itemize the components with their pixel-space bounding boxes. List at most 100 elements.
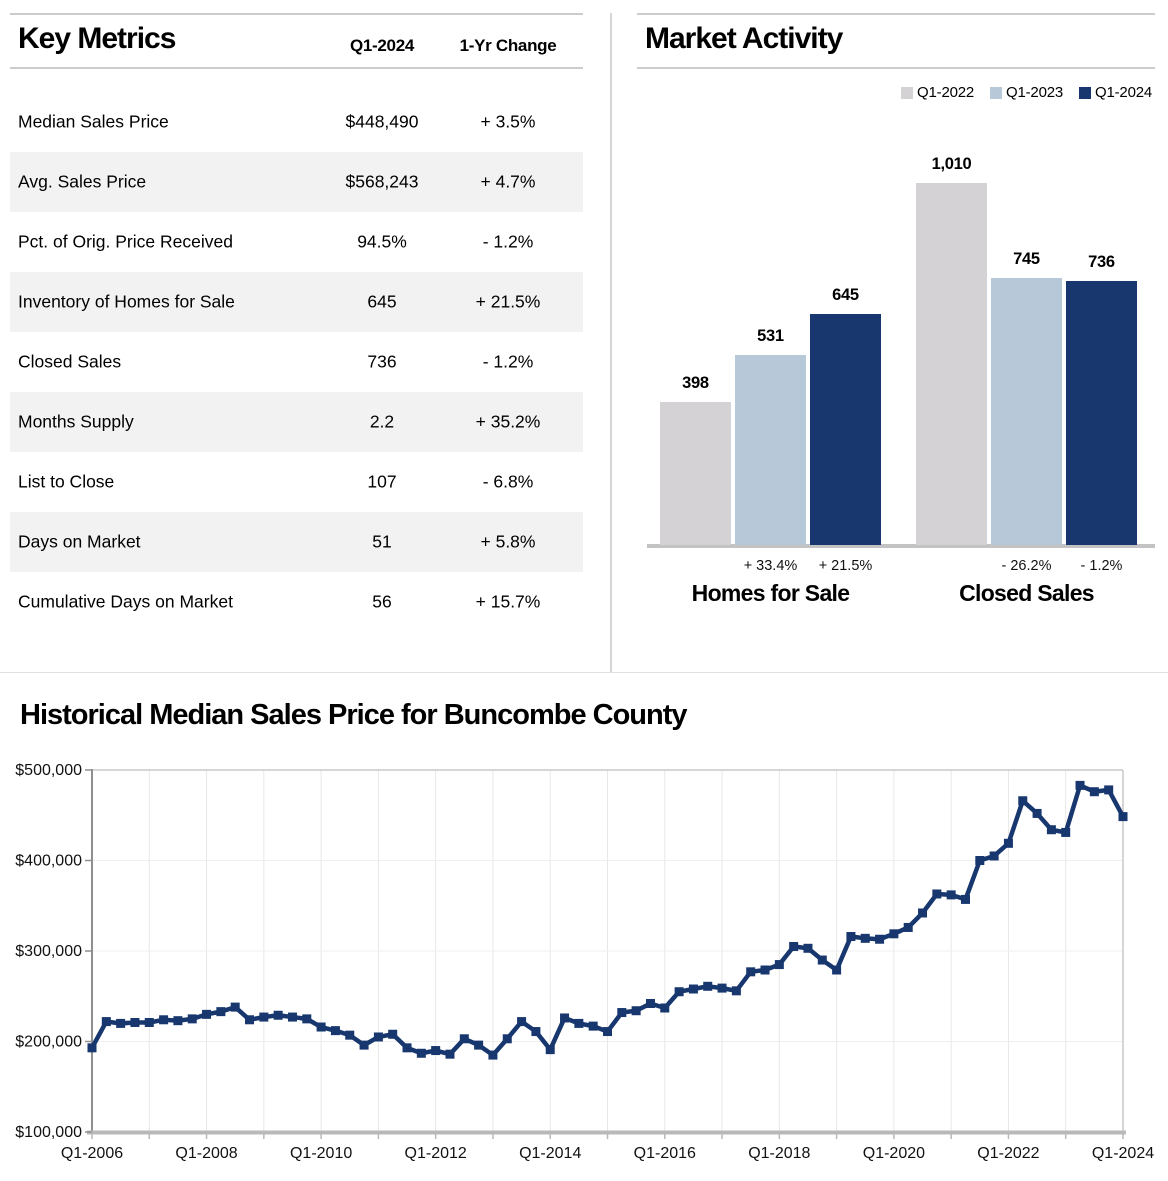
metrics-table: Median Sales Price $448,490 + 3.5% Avg. Sal…	[10, 92, 583, 632]
metric-value: 51	[372, 531, 392, 552]
metric-value: 107	[367, 471, 397, 492]
column-header-period: Q1-2024	[349, 36, 415, 55]
y-axis-label: $200,000	[15, 1034, 82, 1051]
data-point-marker	[903, 922, 913, 932]
vertical-divider	[610, 13, 612, 672]
metric-label: List to Close	[18, 471, 115, 492]
data-point-marker	[960, 894, 970, 904]
data-point-marker	[631, 1006, 641, 1016]
y-axis-label: $300,000	[15, 943, 82, 960]
data-point-marker	[574, 1018, 584, 1028]
metric-label: Avg. Sales Price	[18, 171, 147, 192]
table-row: List to Close 107 - 6.8%	[10, 452, 583, 512]
metric-value: 645	[367, 291, 397, 312]
metric-value: 2.2	[369, 411, 395, 432]
bar-value-label: 398	[682, 374, 709, 392]
data-point-marker	[316, 1022, 326, 1032]
data-point-marker	[545, 1045, 555, 1055]
data-point-marker	[502, 1034, 512, 1044]
metric-label: Pct. of Orig. Price Received	[18, 231, 233, 252]
data-point-marker	[144, 1017, 154, 1027]
metric-change: + 15.7%	[475, 591, 541, 612]
metric-label: Days on Market	[18, 531, 141, 552]
data-point-marker	[116, 1018, 126, 1028]
market-activity-title: Market Activity	[645, 22, 843, 55]
data-point-marker	[946, 890, 956, 900]
data-point-marker	[731, 986, 741, 996]
legend-label: Q1-2022	[917, 84, 975, 101]
bar-change-label: + 21.5%	[818, 558, 873, 574]
data-point-marker	[245, 1015, 255, 1025]
data-point-marker	[989, 851, 999, 861]
data-point-marker	[975, 856, 985, 865]
legend-swatch	[1079, 86, 1092, 99]
data-point-marker	[488, 1050, 498, 1060]
data-point-marker	[1089, 787, 1099, 797]
category-label: Closed Sales	[959, 580, 1094, 606]
y-axis-label: $500,000	[15, 762, 82, 779]
data-point-marker	[459, 1034, 469, 1044]
table-row: Inventory of Homes for Sale 645 + 21.5%	[10, 272, 583, 332]
data-point-marker	[846, 932, 856, 942]
bar-value-label: 645	[832, 286, 859, 304]
x-axis-label: Q1-2006	[61, 1145, 123, 1162]
x-axis-label: Q1-2018	[748, 1145, 810, 1162]
metric-value: $448,490	[345, 111, 419, 132]
legend-swatch	[990, 86, 1003, 99]
bar-q1-2022	[660, 402, 731, 545]
metric-label: Months Supply	[18, 411, 134, 432]
data-point-marker	[1061, 827, 1071, 837]
data-point-marker	[1075, 780, 1085, 790]
y-axis-label: $400,000	[15, 853, 82, 870]
data-point-marker	[560, 1013, 570, 1023]
data-point-marker	[603, 1027, 612, 1037]
key-metrics-panel: Key Metrics Q1-2024 1-Yr Change Median S…	[10, 0, 583, 672]
data-point-marker	[1003, 838, 1013, 848]
bar-chart-axis	[647, 544, 1155, 548]
divider	[10, 67, 583, 69]
table-row: Months Supply 2.2 + 35.2%	[10, 392, 583, 452]
data-point-marker	[875, 934, 885, 944]
data-point-marker	[87, 1043, 97, 1053]
data-point-marker	[302, 1014, 312, 1024]
historical-chart-section: Historical Median Sales Price for Buncom…	[0, 673, 1168, 1181]
data-point-marker	[359, 1040, 369, 1050]
data-point-marker	[1032, 808, 1042, 818]
bar-value-label: 1,010	[931, 155, 972, 173]
x-axis-label: Q1-2024	[1092, 1145, 1154, 1162]
metric-value: 94.5%	[357, 231, 407, 252]
data-point-marker	[330, 1026, 340, 1036]
data-point-marker	[1104, 785, 1114, 795]
x-axis-label: Q1-2016	[634, 1145, 696, 1162]
legend-swatch	[901, 86, 914, 99]
bar-q1-2024	[1066, 281, 1137, 545]
data-point-marker	[1118, 812, 1128, 822]
data-point-marker	[660, 1003, 670, 1013]
table-row: Closed Sales 736 - 1.2%	[10, 332, 583, 392]
metric-value: 56	[372, 591, 392, 612]
column-header-change: 1-Yr Change	[459, 36, 557, 55]
bar-change-label: + 33.4%	[743, 558, 798, 574]
legend-item: Q1-2023	[990, 84, 1063, 101]
data-point-marker	[531, 1027, 541, 1037]
market-activity-panel: Market Activity Q1-2022 Q1-2023 Q1-2024 39…	[637, 0, 1155, 672]
data-point-marker	[273, 1010, 283, 1020]
data-point-marker	[187, 1014, 197, 1024]
metric-value: 736	[367, 351, 397, 372]
metric-change: - 1.2%	[482, 231, 534, 252]
data-point-marker	[717, 983, 727, 993]
x-axis-label: Q1-2014	[519, 1145, 581, 1162]
divider	[637, 13, 1155, 15]
data-point-marker	[1046, 825, 1056, 835]
bar-q1-2023	[735, 355, 806, 545]
data-point-marker	[517, 1017, 527, 1027]
data-point-marker	[1018, 796, 1028, 806]
x-axis-label: Q1-2010	[290, 1145, 352, 1162]
data-point-marker	[431, 1046, 441, 1056]
data-point-marker	[101, 1017, 111, 1027]
data-point-marker	[402, 1043, 412, 1053]
metric-change: + 35.2%	[475, 411, 541, 432]
data-point-marker	[774, 960, 784, 970]
data-point-marker	[746, 967, 756, 977]
metric-change: + 4.7%	[480, 171, 536, 192]
